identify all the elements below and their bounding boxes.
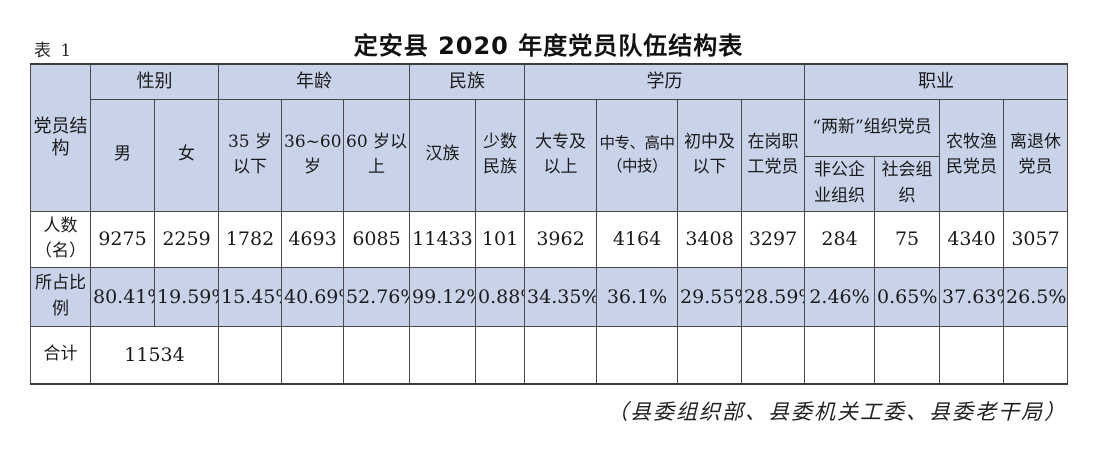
col-header-over60: 60 岁以上	[342, 98, 411, 212]
total-empty-cell	[741, 325, 806, 385]
percent-under35: 15.45%	[218, 266, 282, 327]
col-header-retired: 离退休党员	[1003, 98, 1069, 212]
count-employed: 3297	[741, 210, 806, 268]
count-farmer: 4340	[939, 210, 1005, 268]
total-empty-cell	[939, 325, 1005, 385]
col-header-non-public-org: 非公企业组织	[804, 155, 876, 212]
group-header-ethnicity: 民族	[409, 63, 526, 100]
total-row: 合计 11534	[30, 325, 1069, 385]
count-row: 人数（名） 9275 2259 1782 4693 6085 11433 101…	[30, 210, 1069, 268]
count-junior: 3408	[677, 210, 743, 268]
corner-header: 党员结构	[30, 63, 91, 212]
total-empty-cell	[596, 325, 679, 385]
col-header-secondary: 中专、高中（中技）	[596, 98, 679, 212]
count-college: 3962	[524, 210, 598, 268]
total-empty-cell	[804, 325, 876, 385]
col-header-college: 大专及以上	[524, 98, 598, 212]
percent-female: 19.59%	[154, 266, 219, 327]
col-header-han: 汉族	[409, 98, 477, 212]
total-empty-cell	[409, 325, 477, 385]
count-36to60: 4693	[281, 210, 344, 268]
percent-36to60: 40.69%	[281, 266, 344, 327]
percent-secondary: 36.1%	[596, 266, 679, 327]
total-empty-cell	[475, 325, 526, 385]
count-secondary: 4164	[596, 210, 679, 268]
percent-non-public: 2.46%	[804, 266, 876, 327]
percent-minority: 0.88%	[475, 266, 526, 327]
col-header-social-org: 社会组织	[874, 155, 941, 212]
count-female: 2259	[154, 210, 219, 268]
table-number-label: 表 1	[34, 41, 74, 61]
count-retired: 3057	[1003, 210, 1069, 268]
percent-college: 34.35%	[524, 266, 598, 327]
col-header-employed: 在岗职工党员	[741, 98, 806, 212]
count-over60: 6085	[342, 210, 411, 268]
group-header-education: 学历	[524, 63, 806, 100]
group-header-age: 年龄	[217, 63, 411, 100]
percent-farmer: 37.63%	[939, 266, 1005, 327]
total-empty-cell	[281, 325, 344, 385]
count-han: 11433	[409, 210, 477, 268]
percent-han: 99.12%	[409, 266, 477, 327]
header-group-row: 党员结构 性别 年龄 民族 学历 职业	[30, 63, 1069, 212]
percent-junior: 29.55%	[677, 266, 743, 327]
percent-employed: 28.59%	[741, 266, 806, 327]
row-label-count: 人数（名）	[30, 210, 91, 268]
count-under35: 1782	[218, 210, 282, 268]
total-empty-cell	[342, 325, 411, 385]
total-value: 11534	[90, 325, 219, 385]
count-social-org: 75	[874, 210, 941, 268]
percent-social-org: 0.65%	[874, 266, 941, 327]
header-sub2-row: 非公企业组织 社会组织	[31, 155, 1068, 212]
percent-over60: 52.76%	[342, 266, 411, 327]
col-header-liangxin-group: “两新”组织党员	[804, 98, 941, 157]
percent-row: 所占比例 80.41% 19.59% 15.45% 40.69% 52.76% …	[30, 266, 1069, 327]
group-header-occupation: 职业	[804, 63, 1069, 100]
col-header-farmer: 农牧渔民党员	[939, 98, 1005, 212]
col-header-female: 女	[154, 98, 219, 212]
col-header-male: 男	[90, 98, 155, 212]
percent-male: 80.41%	[90, 266, 155, 327]
col-header-under35: 35 岁以下	[218, 98, 282, 212]
percent-retired: 26.5%	[1003, 266, 1069, 327]
count-male: 9275	[90, 210, 155, 268]
party-member-structure-table: 党员结构 性别 年龄 民族 学历 职业 男 女 35 岁以下 36~60 岁 6…	[30, 63, 1069, 385]
total-empty-cell	[677, 325, 743, 385]
total-empty-cell	[1003, 325, 1069, 385]
header-sub-row: 男 女 35 岁以下 36~60 岁 60 岁以上 汉族 少数民族 大专及以上 …	[31, 98, 1069, 212]
row-label-total: 合计	[30, 325, 91, 385]
total-empty-cell	[218, 325, 282, 385]
group-header-gender: 性别	[90, 63, 219, 100]
col-header-36to60: 36~60 岁	[281, 98, 344, 212]
col-header-minority: 少数民族	[475, 98, 526, 212]
page-title: 定安县 2020 年度党员队伍结构表	[353, 32, 744, 60]
total-empty-cell	[524, 325, 598, 385]
count-non-public: 284	[804, 210, 876, 268]
count-minority: 101	[475, 210, 526, 268]
row-label-percent: 所占比例	[30, 266, 91, 327]
col-header-junior: 初中及以下	[677, 98, 743, 212]
source-note: （县委组织部、县委机关工委、县委老干局）	[607, 400, 1067, 424]
total-empty-cell	[874, 325, 941, 385]
